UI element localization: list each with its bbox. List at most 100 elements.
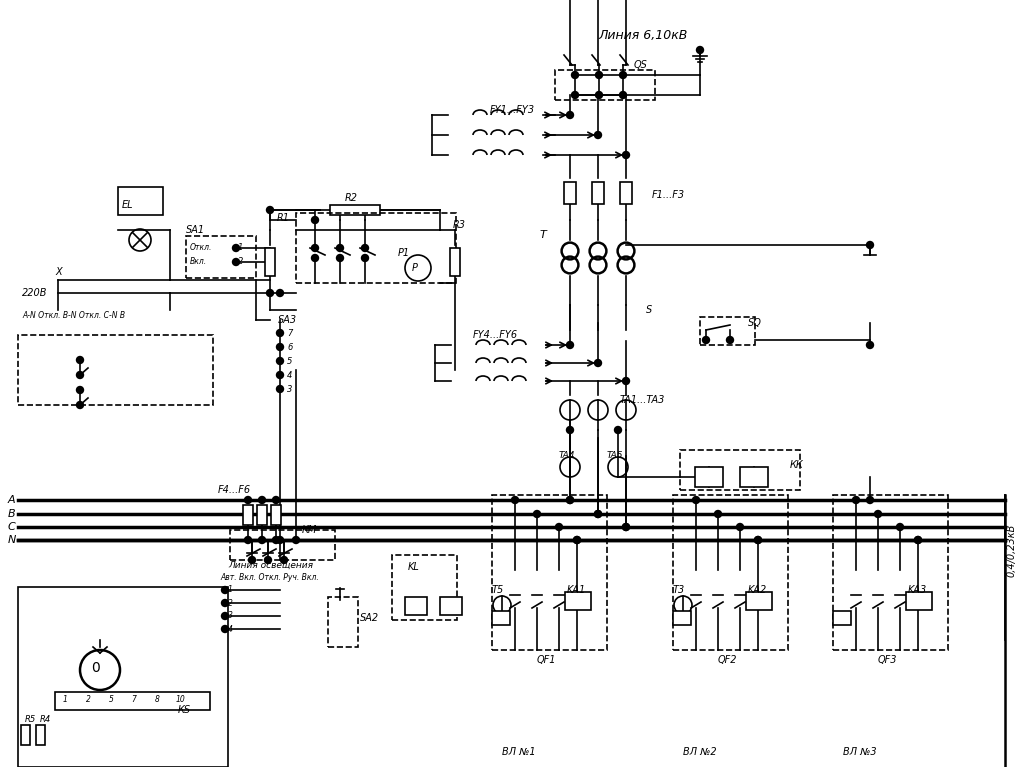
Circle shape bbox=[571, 71, 579, 78]
Circle shape bbox=[221, 600, 228, 607]
Text: F4...F6: F4...F6 bbox=[218, 485, 251, 495]
Text: 4: 4 bbox=[287, 370, 293, 380]
Bar bbox=[620, 182, 632, 204]
Circle shape bbox=[276, 371, 284, 378]
Text: FY4...FY6: FY4...FY6 bbox=[473, 330, 518, 340]
Circle shape bbox=[534, 511, 541, 518]
Text: КМ: КМ bbox=[302, 525, 317, 535]
Text: T5: T5 bbox=[492, 585, 504, 595]
Bar bbox=[20, 725, 30, 745]
Text: QF1: QF1 bbox=[537, 655, 556, 665]
Circle shape bbox=[595, 511, 601, 518]
Text: A: A bbox=[8, 495, 15, 505]
Bar bbox=[492, 495, 607, 650]
Circle shape bbox=[221, 613, 228, 620]
Bar bbox=[592, 182, 604, 204]
Text: QF3: QF3 bbox=[878, 655, 897, 665]
Text: 7: 7 bbox=[131, 696, 136, 705]
Text: FY1...FY3: FY1...FY3 bbox=[490, 105, 536, 115]
Bar bbox=[243, 505, 253, 525]
Text: Линия освещения: Линия освещения bbox=[228, 561, 313, 570]
Bar bbox=[257, 505, 267, 525]
Text: 2: 2 bbox=[238, 258, 244, 266]
Bar bbox=[230, 530, 335, 560]
Circle shape bbox=[588, 400, 608, 420]
Circle shape bbox=[914, 536, 922, 544]
Circle shape bbox=[221, 626, 228, 633]
Circle shape bbox=[266, 289, 273, 297]
Circle shape bbox=[77, 357, 84, 364]
Circle shape bbox=[493, 596, 511, 614]
Circle shape bbox=[755, 536, 762, 544]
Circle shape bbox=[560, 400, 580, 420]
Circle shape bbox=[337, 255, 343, 262]
Circle shape bbox=[276, 344, 284, 351]
Bar bbox=[555, 70, 655, 100]
Circle shape bbox=[596, 71, 602, 78]
Text: 7: 7 bbox=[287, 328, 293, 337]
Circle shape bbox=[266, 206, 273, 213]
Bar bbox=[440, 597, 462, 615]
Text: TA4: TA4 bbox=[559, 450, 575, 459]
Circle shape bbox=[232, 258, 240, 265]
Circle shape bbox=[620, 91, 627, 98]
Bar bbox=[695, 467, 723, 487]
Circle shape bbox=[566, 341, 573, 348]
Text: ВЛ №3: ВЛ №3 bbox=[843, 747, 877, 757]
Text: 4: 4 bbox=[228, 624, 232, 634]
Bar bbox=[833, 495, 948, 650]
Circle shape bbox=[596, 91, 602, 98]
Text: 3: 3 bbox=[287, 384, 293, 393]
Text: SA1: SA1 bbox=[186, 225, 205, 235]
Bar bbox=[833, 611, 851, 625]
Circle shape bbox=[623, 377, 630, 384]
Circle shape bbox=[276, 386, 284, 393]
Text: Откл.: Откл. bbox=[190, 243, 212, 252]
Text: 0,4/0,23кВ: 0,4/0,23кВ bbox=[1007, 523, 1017, 577]
Text: Линия 6,10кВ: Линия 6,10кВ bbox=[598, 28, 687, 41]
Text: QF2: QF2 bbox=[718, 655, 737, 665]
Text: R5: R5 bbox=[25, 716, 36, 725]
Text: SQ: SQ bbox=[748, 318, 762, 328]
Circle shape bbox=[696, 47, 703, 54]
Text: KA1: KA1 bbox=[567, 585, 587, 595]
Text: ВЛ №2: ВЛ №2 bbox=[683, 747, 717, 757]
Circle shape bbox=[272, 536, 280, 544]
Text: KL: KL bbox=[408, 562, 420, 572]
Circle shape bbox=[566, 496, 573, 503]
Text: R3: R3 bbox=[453, 220, 466, 230]
Text: T: T bbox=[540, 230, 547, 240]
Text: ВЛ №1: ВЛ №1 bbox=[502, 747, 536, 757]
Circle shape bbox=[276, 289, 284, 297]
Circle shape bbox=[77, 371, 84, 378]
Circle shape bbox=[245, 536, 252, 544]
Text: 6: 6 bbox=[287, 343, 293, 351]
Bar bbox=[271, 505, 281, 525]
Circle shape bbox=[276, 357, 284, 364]
Circle shape bbox=[249, 557, 256, 564]
Text: TA1...TA3: TA1...TA3 bbox=[620, 395, 666, 405]
Text: B: B bbox=[8, 509, 15, 519]
Circle shape bbox=[595, 131, 601, 139]
Bar bbox=[118, 187, 163, 215]
Bar bbox=[700, 317, 755, 345]
Circle shape bbox=[258, 496, 265, 503]
Circle shape bbox=[620, 71, 627, 78]
Circle shape bbox=[566, 496, 573, 503]
Bar bbox=[673, 611, 691, 625]
Circle shape bbox=[555, 524, 562, 531]
Circle shape bbox=[616, 400, 636, 420]
Text: QS: QS bbox=[634, 60, 648, 70]
Circle shape bbox=[573, 536, 581, 544]
Circle shape bbox=[311, 255, 318, 262]
Text: SA3: SA3 bbox=[278, 315, 297, 325]
Bar bbox=[36, 725, 44, 745]
Text: 2: 2 bbox=[86, 696, 90, 705]
Text: КК: КК bbox=[790, 460, 804, 470]
Text: T3: T3 bbox=[673, 585, 685, 595]
Circle shape bbox=[361, 255, 369, 262]
Circle shape bbox=[874, 511, 882, 518]
Bar bbox=[740, 467, 768, 487]
Bar bbox=[330, 205, 380, 215]
Bar bbox=[186, 236, 256, 278]
